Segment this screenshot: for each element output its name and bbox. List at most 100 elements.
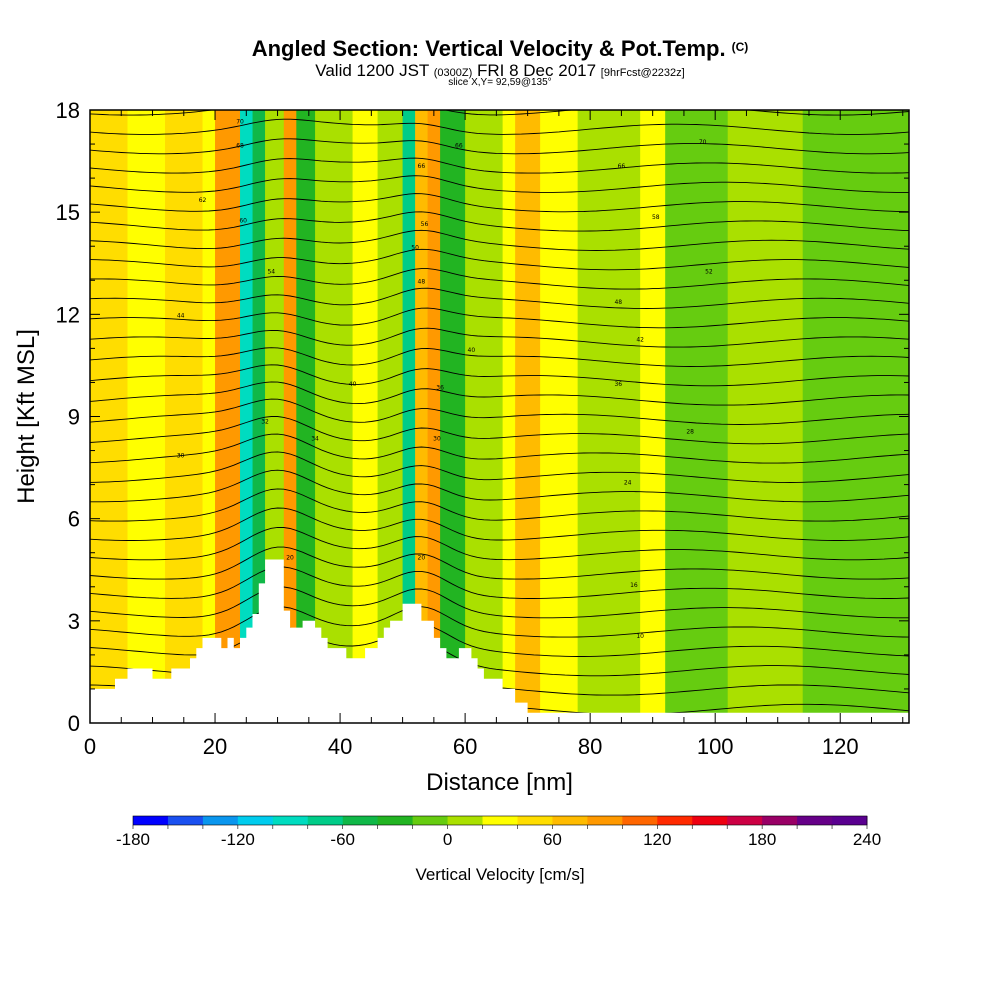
colorbar-swatch bbox=[797, 816, 833, 825]
chart-title-suffix: (C) bbox=[731, 40, 749, 54]
contour-label: 66 bbox=[455, 142, 463, 149]
colorbar-tick-label: 60 bbox=[543, 830, 562, 849]
colorbar-tick-label: -120 bbox=[221, 830, 255, 849]
chart-title-text: Angled Section: Vertical Velocity & Pot.… bbox=[251, 36, 726, 61]
x-tick-label: 40 bbox=[328, 734, 352, 759]
pot-temp-contour bbox=[90, 566, 909, 599]
x-tick-label: 100 bbox=[697, 734, 734, 759]
velocity-band bbox=[252, 110, 266, 723]
pot-temp-contour bbox=[90, 507, 909, 541]
x-tick-label: 120 bbox=[822, 734, 859, 759]
contour-label: 34 bbox=[311, 435, 319, 442]
y-tick-label: 15 bbox=[56, 200, 80, 225]
contour-label: 50 bbox=[411, 245, 419, 252]
pot-temp-contour bbox=[90, 586, 909, 619]
colorbar-tick-label: 180 bbox=[748, 830, 776, 849]
terrain-mask bbox=[90, 559, 909, 723]
chart-title: Angled Section: Vertical Velocity & Pot.… bbox=[0, 36, 1000, 62]
valid-time-utc: (0300Z) bbox=[433, 67, 473, 79]
pot-temp-contour bbox=[90, 157, 909, 174]
pot-temp-contour bbox=[90, 606, 909, 638]
contour-label: 40 bbox=[468, 347, 476, 354]
colorbar-tick-label: 240 bbox=[853, 830, 881, 849]
contour-label: 40 bbox=[349, 381, 357, 388]
y-tick-label: 3 bbox=[68, 609, 80, 634]
colorbar-tick-label: 120 bbox=[643, 830, 671, 849]
pot-temp-contour bbox=[90, 307, 909, 329]
velocity-band bbox=[440, 110, 466, 723]
pot-temp-contour bbox=[90, 268, 909, 290]
contour-label: 10 bbox=[636, 633, 644, 640]
velocity-band bbox=[465, 110, 504, 723]
contour-label: 30 bbox=[433, 435, 441, 442]
pot-temp-contour bbox=[90, 287, 909, 309]
velocity-band bbox=[515, 110, 541, 723]
contour-label: 24 bbox=[624, 480, 632, 487]
colorbar-swatch bbox=[517, 816, 553, 825]
pot-temp-contour bbox=[90, 526, 909, 561]
y-tick-label: 0 bbox=[68, 711, 80, 736]
pot-temp-contour bbox=[90, 118, 909, 135]
colorbar-swatch bbox=[832, 816, 868, 825]
y-axis-title: Height [Kft MSL] bbox=[13, 329, 40, 504]
contour-label: 36 bbox=[436, 384, 444, 391]
pot-temp-contour bbox=[90, 327, 909, 348]
colorbar-swatch bbox=[377, 816, 414, 825]
velocity-band bbox=[315, 110, 354, 723]
colorbar-swatch bbox=[482, 816, 518, 825]
pot-temp-contour bbox=[90, 138, 909, 155]
velocity-band bbox=[415, 110, 429, 723]
contour-label: 36 bbox=[614, 381, 622, 388]
velocity-band bbox=[577, 110, 641, 723]
pot-temp-contour bbox=[90, 110, 909, 116]
colorbar-swatch bbox=[727, 816, 763, 825]
contour-label: 70 bbox=[236, 119, 244, 126]
contour-label: 62 bbox=[199, 197, 207, 204]
colorbar-tick-label: 0 bbox=[443, 830, 452, 849]
colorbar-frame bbox=[132, 815, 868, 826]
colorbar-swatch bbox=[202, 816, 239, 825]
colorbar-swatch bbox=[762, 816, 798, 825]
velocity-band bbox=[352, 110, 379, 723]
chart-subtitle: Valid 1200 JST (0300Z) FRI 8 Dec 2017 [9… bbox=[0, 61, 1000, 81]
contour-label: 48 bbox=[418, 279, 426, 286]
pot-temp-contour bbox=[90, 398, 909, 425]
x-tick-label: 60 bbox=[453, 734, 477, 759]
velocity-band bbox=[202, 110, 216, 723]
contour-label: 58 bbox=[652, 214, 660, 221]
pot-temp-contour bbox=[90, 416, 909, 445]
x-axis-title: Distance [nm] bbox=[426, 769, 573, 796]
velocity-band bbox=[215, 110, 241, 723]
colorbar-swatch bbox=[447, 816, 484, 825]
pot-temp-contour bbox=[90, 211, 909, 232]
colorbar-swatch bbox=[167, 816, 204, 825]
velocity-band bbox=[727, 110, 804, 723]
contour-label: 70 bbox=[699, 139, 707, 146]
pot-temp-contour bbox=[90, 451, 909, 483]
contour-label: 56 bbox=[421, 221, 429, 228]
contour-label: 30 bbox=[177, 452, 185, 459]
velocity-band bbox=[283, 110, 297, 723]
contour-label: 60 bbox=[239, 217, 247, 224]
contour-label: 16 bbox=[630, 582, 638, 589]
slice-info: slice X,Y= 92,59@135° bbox=[448, 77, 552, 88]
contour-label: 66 bbox=[618, 163, 626, 170]
contour-label: 44 bbox=[177, 313, 185, 320]
contour-label: 48 bbox=[614, 299, 622, 306]
colorbar-swatch bbox=[552, 816, 588, 825]
y-tick-label: 12 bbox=[56, 302, 80, 327]
pot-temp-contour bbox=[90, 248, 909, 271]
velocity-band bbox=[640, 110, 666, 723]
pot-temp-contour bbox=[90, 488, 909, 522]
x-tick-label: 20 bbox=[203, 734, 227, 759]
colorbar-swatch bbox=[307, 816, 344, 825]
pot-temp-contour bbox=[90, 546, 909, 580]
contour-label: 20 bbox=[286, 555, 294, 562]
colorbar-swatch bbox=[622, 816, 658, 825]
colorbar-tick-label: -180 bbox=[116, 830, 150, 849]
contour-label: 54 bbox=[267, 268, 275, 275]
colorbar-swatch bbox=[342, 816, 379, 825]
contour-label: 20 bbox=[418, 555, 426, 562]
contour-label: 52 bbox=[705, 268, 713, 275]
